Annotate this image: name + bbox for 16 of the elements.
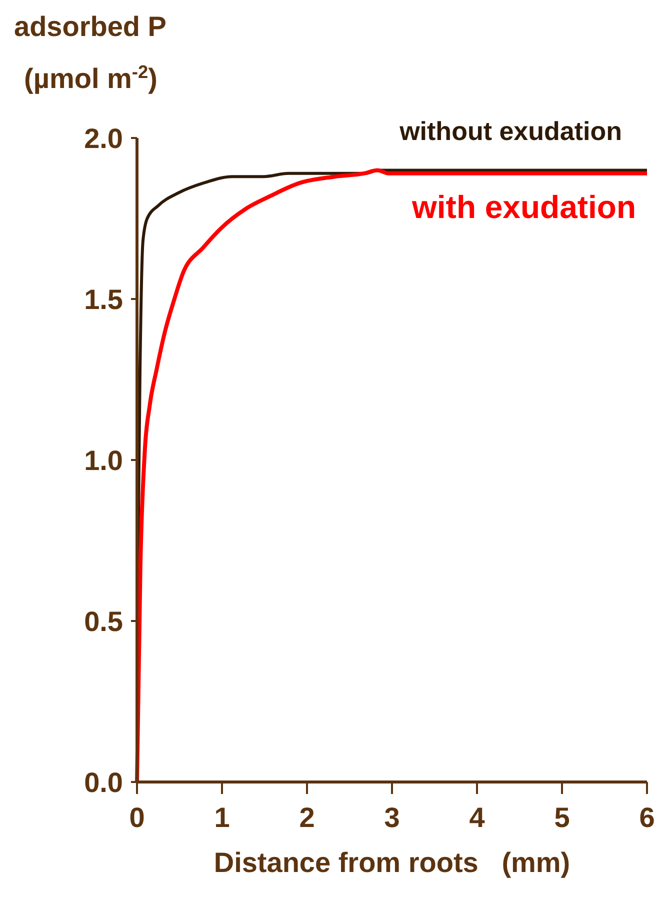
x-axis-title: Distance from roots (mm) xyxy=(214,847,570,878)
series-label: without exudation xyxy=(398,116,622,146)
y-tick-label: 0.0 xyxy=(84,766,123,798)
y-tick-label: 1.0 xyxy=(84,444,123,476)
x-tick-label: 0 xyxy=(129,802,145,833)
x-tick-label: 6 xyxy=(639,802,655,833)
x-tick-label: 1 xyxy=(214,802,230,833)
x-tick-label: 3 xyxy=(384,802,400,833)
y-tick-label: 0.5 xyxy=(84,606,123,637)
x-tick-label: 4 xyxy=(469,802,486,833)
y-axis-title: adsorbed P (µmol m$^{-2}$) xyxy=(14,11,166,94)
x-tick-label: 5 xyxy=(554,802,570,833)
x-tick-label: 2 xyxy=(299,802,315,833)
y-tick-label: 2.0 xyxy=(84,122,123,154)
series-label: with exudation xyxy=(411,189,636,225)
y-tick-label: 1.5 xyxy=(84,284,123,315)
